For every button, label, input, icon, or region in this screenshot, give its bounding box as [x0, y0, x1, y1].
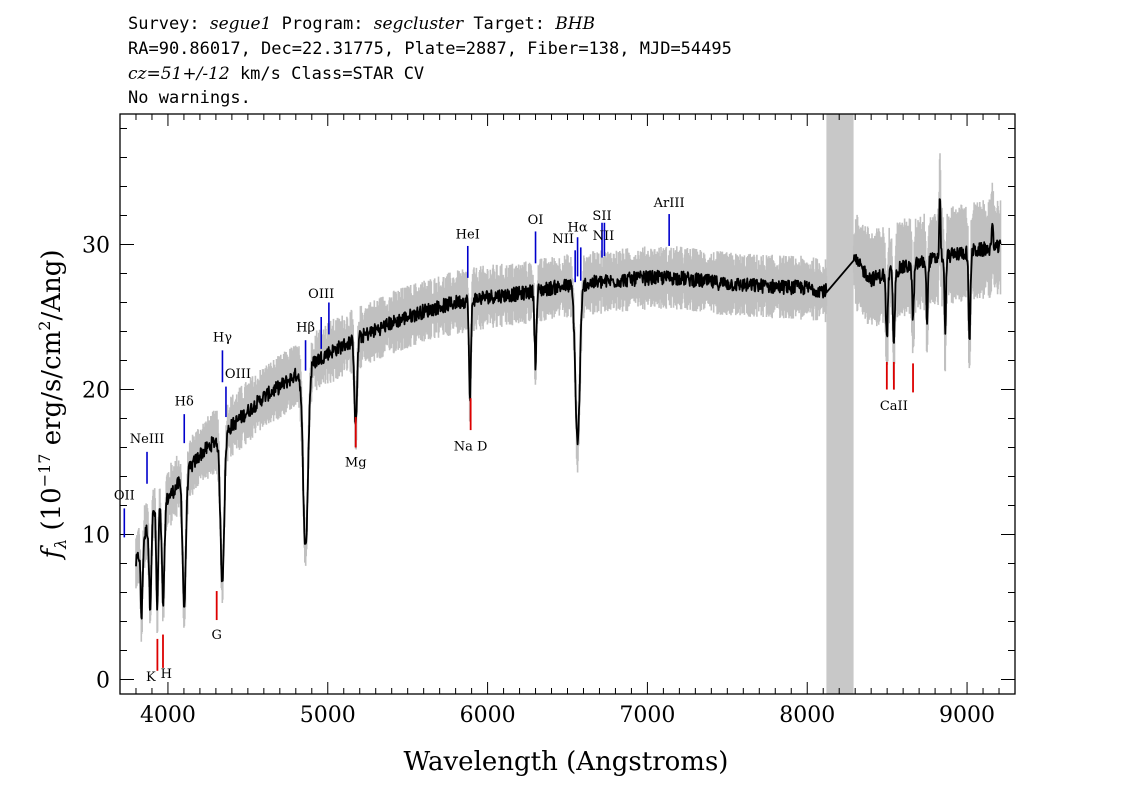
- header-line-2: RA=90.86017, Dec=22.31775, Plate=2887, F…: [128, 39, 732, 59]
- absorption-line-label: Na D: [454, 439, 488, 454]
- emission-line-label: HeI: [456, 228, 480, 243]
- class-text: km/s Class=STAR CV: [230, 64, 424, 84]
- absorption-line-label: CaII: [880, 399, 908, 414]
- survey-value: segue1: [210, 14, 272, 34]
- survey-label: Survey:: [128, 14, 210, 34]
- program-value: segcluster: [374, 14, 464, 34]
- x-tick-label: 8000: [779, 703, 835, 728]
- absorption-line-label: K: [146, 670, 156, 685]
- absorption-line-label: G: [211, 628, 221, 643]
- emission-line-label: Hδ: [175, 394, 194, 409]
- header-line-1: Survey: segue1 Program: segcluster Targe…: [128, 14, 595, 34]
- flux-line: [135, 198, 1002, 620]
- emission-line-label: OII: [114, 489, 135, 504]
- plot-area: 4000 5000 6000 7000 8000 9000 0 10 20 30 OII NeIII H…: [82, 113, 1016, 728]
- y-axis-mid: erg/s/cm: [37, 331, 67, 454]
- emission-line-label: OIII: [225, 367, 251, 382]
- y-axis-title: fλ (10−17 erg/s/cm2/Ang): [35, 249, 70, 560]
- header-block: Survey: segue1 Program: segcluster Targe…: [128, 14, 732, 108]
- x-tick-label: 9000: [939, 703, 995, 728]
- y-axis-tail: /Ang): [37, 249, 67, 320]
- x-tick-label: 7000: [619, 703, 675, 728]
- y-tick-label: 20: [82, 379, 110, 404]
- y-axis-exp2: 2: [35, 321, 54, 331]
- y-tick-label: 0: [96, 669, 110, 694]
- y-axis-exp1: −17: [35, 454, 54, 488]
- y-tick-label: 30: [82, 234, 110, 259]
- y-axis-lead: (10: [37, 487, 67, 539]
- absorption-line-label: Mg: [345, 455, 367, 470]
- y-tick-label: 10: [82, 524, 110, 549]
- emission-line-label: NII: [593, 229, 615, 244]
- emission-line-label: OI: [528, 213, 544, 228]
- emission-line-label: Hγ: [213, 331, 232, 346]
- masked-band: [826, 114, 854, 694]
- emission-line-label: ArIII: [653, 196, 685, 211]
- target-value: BHB: [554, 14, 595, 34]
- x-tick-label: 4000: [140, 703, 196, 728]
- absorption-line-label: H: [161, 667, 172, 682]
- redshift-value: cz=51+/-12: [128, 64, 230, 84]
- x-axis-title: Wavelength (Angstroms): [404, 747, 729, 777]
- emission-line-label: NeIII: [130, 432, 164, 447]
- x-tick-label: 5000: [300, 703, 356, 728]
- program-label: Program:: [271, 14, 373, 34]
- emission-line-label: Hβ: [296, 321, 315, 336]
- emission-line-label: NII: [552, 232, 574, 247]
- header-line-4: No warnings.: [128, 88, 251, 108]
- target-label: Target:: [463, 14, 555, 34]
- header-line-3: cz=51+/-12 km/s Class=STAR CV: [128, 64, 424, 84]
- emission-line-label: Hα: [568, 220, 588, 235]
- emission-line-label: SII: [592, 209, 611, 224]
- emission-line-label: OIII: [308, 287, 334, 302]
- ticks: [119, 114, 1016, 694]
- x-tick-label: 6000: [460, 703, 516, 728]
- y-axis-lambda: λ: [51, 539, 70, 550]
